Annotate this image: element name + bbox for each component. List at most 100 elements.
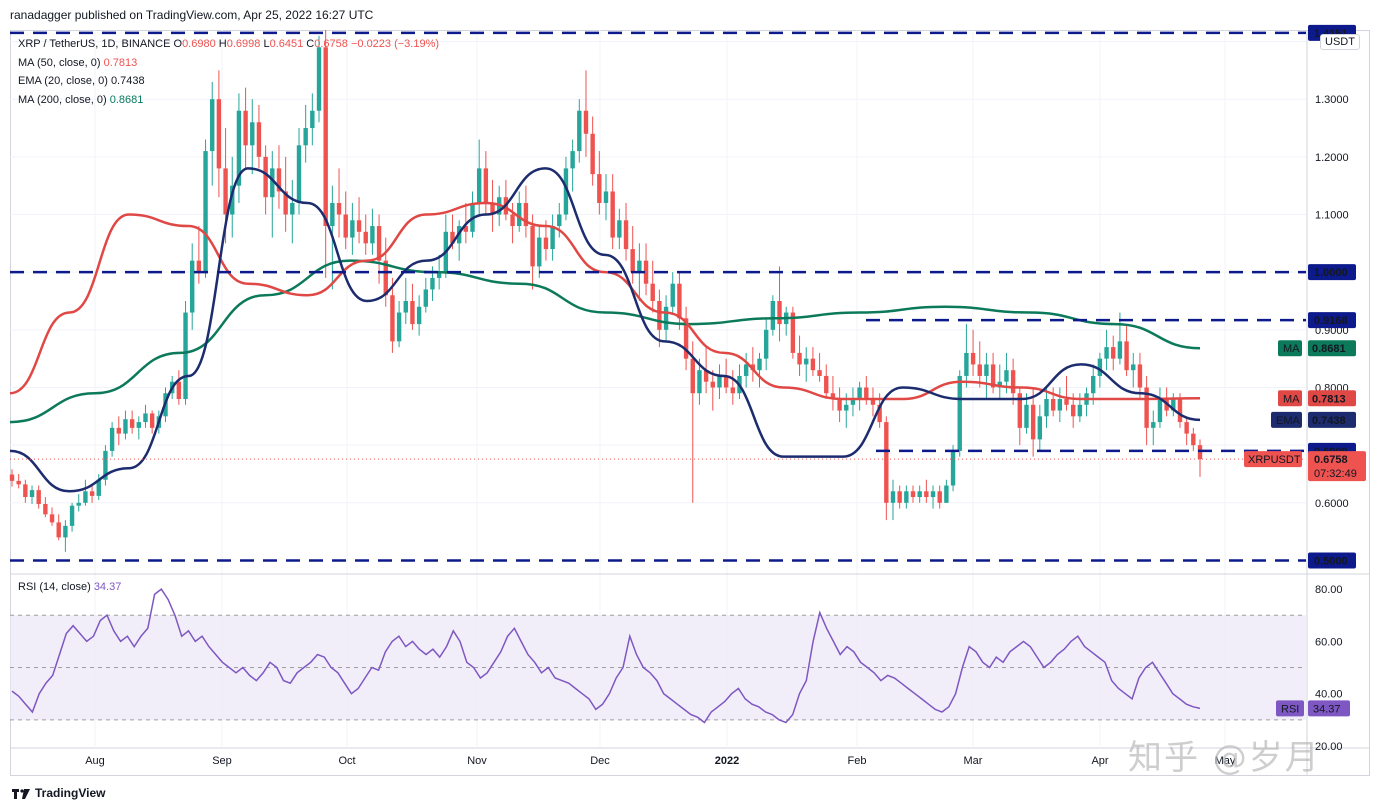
candle-body <box>884 422 889 503</box>
x-tick-label: Sep <box>212 755 232 767</box>
candle-body <box>149 413 155 428</box>
candle-body <box>196 260 202 273</box>
candle-body <box>343 214 348 238</box>
candle-body <box>710 381 715 388</box>
ma50-axis-tag <box>1308 390 1356 407</box>
legend-symbol: XRP / TetherUS, 1D, BINANCE <box>18 38 171 50</box>
last-price-axis-tag <box>1308 451 1366 482</box>
ma200-tag-box <box>1278 340 1302 357</box>
publisher-line: ranadagger published on TradingView.com,… <box>10 8 374 22</box>
legend-open-label: O <box>173 38 183 50</box>
legend-high: 0.6998 <box>226 38 261 50</box>
candle-body <box>824 375 829 394</box>
candle-body <box>356 220 362 232</box>
ema20-tag-box <box>1271 411 1302 428</box>
candle-body <box>964 352 969 376</box>
candle-body <box>857 387 862 400</box>
candle-body <box>89 491 95 496</box>
candle-body <box>1144 387 1149 428</box>
candle-body <box>770 301 776 330</box>
tradingview-logo-icon <box>12 788 30 799</box>
candle-body <box>1050 399 1056 411</box>
candle-body <box>690 358 695 394</box>
candle-body <box>643 260 649 284</box>
rsi-line <box>11 588 1201 724</box>
candle-body <box>757 358 762 371</box>
x-tick-label: May <box>1215 755 1236 767</box>
legend-ma200-row: MA (200, close, 0) 0.8681 <box>18 91 439 110</box>
candle-body <box>997 381 1002 388</box>
candle-body <box>603 191 609 203</box>
candle-body <box>924 491 929 498</box>
candle-body <box>416 306 422 325</box>
candle-body <box>1177 399 1183 423</box>
level-axis-tag <box>1308 264 1356 281</box>
candle-body <box>844 404 849 411</box>
candle-body <box>9 474 15 481</box>
legend-high-label: H <box>218 38 227 50</box>
candle-body <box>16 480 21 485</box>
candle-body <box>530 226 535 267</box>
rsi-legend-value: 34.37 <box>93 581 122 593</box>
x-tick-label: Mar <box>964 755 983 767</box>
candle-body <box>109 427 115 451</box>
candle-body <box>483 168 489 203</box>
rsi-tick-label: 60.00 <box>1315 636 1343 648</box>
candle-body <box>323 47 328 227</box>
countdown-value: 07:32:49 <box>1314 468 1357 480</box>
candle-body <box>1131 364 1136 371</box>
candle-body <box>523 202 529 227</box>
ema20-tag-label: EMA <box>1276 415 1301 427</box>
candle-body <box>263 156 268 198</box>
candle-body <box>136 422 142 428</box>
candle-body <box>583 110 589 134</box>
candle-body <box>777 301 782 325</box>
candle-body <box>1184 422 1189 434</box>
candle-body <box>370 226 375 244</box>
candle-body <box>283 191 288 215</box>
candle-body <box>216 99 222 169</box>
candle-body <box>49 514 55 523</box>
legend-symbol-row: XRP / TetherUS, 1D, BINANCE O0.6980 H0.6… <box>18 35 439 54</box>
chart-frame[interactable] <box>10 30 1370 776</box>
candle-body <box>910 491 916 498</box>
candle-body <box>984 364 989 376</box>
candle-body <box>743 364 749 376</box>
legend-ma200-label: MA (200, close, 0) <box>18 93 107 106</box>
candle-body <box>790 312 796 353</box>
candle-body <box>463 226 469 232</box>
candle-body <box>897 491 902 503</box>
candle-body <box>1044 399 1049 417</box>
x-tick-label: Feb <box>848 755 867 767</box>
ma200-axis-tag <box>1308 340 1356 357</box>
candle-body <box>930 491 936 498</box>
level-axis-label: 1.0000 <box>1314 267 1348 279</box>
candle-body <box>703 370 709 382</box>
candle-body <box>944 485 949 503</box>
candle-body <box>403 301 408 313</box>
legend-ema20-row: EMA (20, close, 0) 0.7438 <box>18 72 439 91</box>
candle-body <box>1030 404 1036 440</box>
candle-body <box>810 358 816 371</box>
candle-body <box>69 505 75 526</box>
candle-body <box>550 226 555 250</box>
candle-body <box>1151 422 1156 428</box>
candle-body <box>563 168 569 215</box>
candle-body <box>730 387 736 394</box>
currency-button[interactable]: USDT <box>1320 34 1360 50</box>
candle-body <box>970 352 976 365</box>
candle-body <box>230 185 235 215</box>
candle-body <box>236 110 242 186</box>
rsi-tick-label: 40.00 <box>1315 689 1343 701</box>
level-axis-label: 0.5000 <box>1314 555 1348 567</box>
candle-body <box>23 484 28 498</box>
ema20-axis-value: 0.7438 <box>1312 415 1346 427</box>
candle-body <box>670 283 675 307</box>
candle-body <box>83 491 88 503</box>
x-tick-label: Oct <box>338 755 355 767</box>
candle-body <box>63 525 68 538</box>
x-tick-label: Nov <box>467 755 487 767</box>
ma200-line <box>9 259 1201 424</box>
candle-body <box>190 260 195 313</box>
